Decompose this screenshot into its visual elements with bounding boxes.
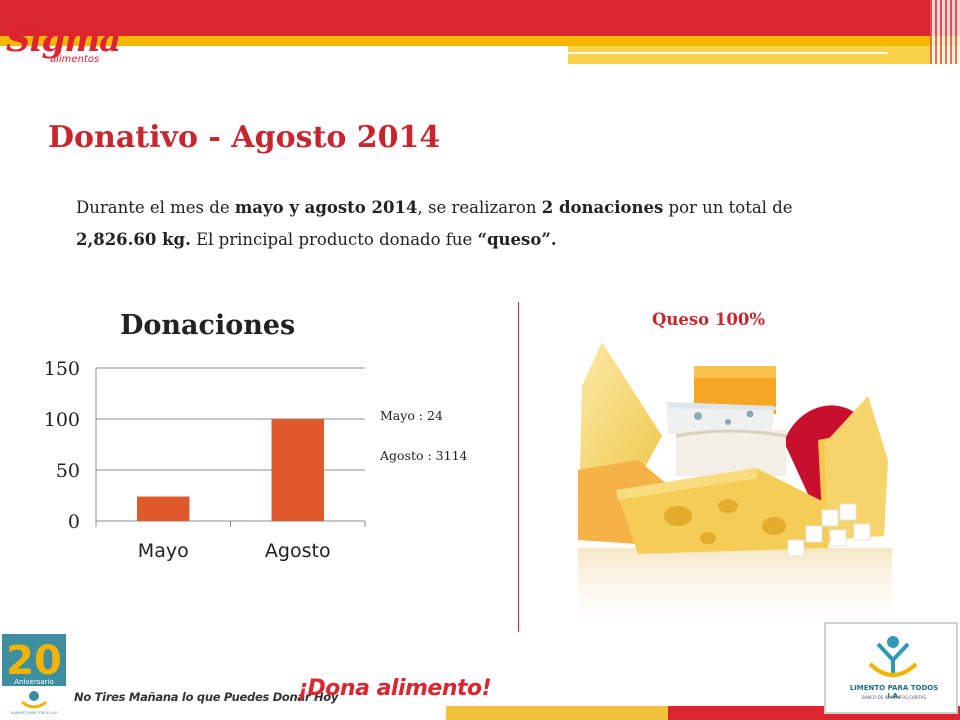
note-mayo: Mayo : 24 [380, 408, 443, 423]
partner-logo: LIMENTO PARA TODOS I.A. BANCO DE ALIMENT… [824, 622, 958, 714]
intro-bold-product: “queso”. [477, 230, 557, 249]
badge-number: 20 [6, 638, 62, 684]
footer-slogan: No Tires Mañana lo que Puedes Donar Hoy [74, 690, 339, 704]
badge-caption: Aniversario [14, 678, 54, 686]
header-yellow-accent [568, 46, 960, 64]
intro-text-1: Durante el mes de [76, 198, 235, 217]
page-title: Donativo - Agosto 2014 [48, 120, 441, 155]
partner-subtitle: BANCO DE ALIMENTOS CARITAS [862, 695, 926, 700]
dona-alimento-logo: ¡Dona alimento! [298, 676, 492, 701]
bar-mayo [137, 496, 190, 521]
header-divider-line [568, 52, 888, 54]
intro-bold-months: mayo y agosto 2014 [234, 198, 418, 217]
anniversary-badge: 20 Aniversario ALIMENTO PARA TODOS I.A.P… [0, 632, 68, 720]
partner-figure-icon [868, 636, 918, 677]
intro-bold-count: 2 donaciones [541, 198, 664, 217]
logo-subtitle: alimentos [50, 54, 100, 65]
y-tick-label: 50 [56, 460, 80, 482]
y-tick-label: 100 [44, 409, 80, 431]
x-category-label: Agosto [265, 540, 331, 562]
bar-agosto [271, 419, 324, 521]
y-tick-label: 0 [68, 511, 80, 533]
pie-label: Queso 100% [652, 310, 766, 329]
sigma-logo: Sigma alimentos [6, 20, 121, 70]
logo-word: Sigma [6, 20, 121, 60]
header-yellow-bar [0, 36, 960, 46]
y-tick-label: 150 [44, 358, 80, 380]
cheese-image [578, 342, 892, 640]
header-stripes [930, 0, 960, 64]
intro-text-2: , se realizaron [417, 198, 542, 217]
badge-sub: ALIMENTO PARA TODOS I.A.P. [11, 711, 58, 715]
note-agosto: Agosto : 3114 [380, 448, 468, 463]
footer-yellow-stripe [446, 706, 668, 720]
x-category-label: Mayo [138, 540, 189, 562]
bar-chart: 0 50 100 150 Mayo Agosto [44, 358, 366, 562]
header-red-bar [0, 0, 960, 36]
intro-text-3: por un total de [663, 198, 793, 217]
chart-title: Donaciones [120, 310, 296, 341]
intro-bold-weight: 2,826.60 kg. [76, 230, 191, 249]
intro-text-4: El principal producto donado fue [190, 230, 478, 249]
partner-name: LIMENTO PARA TODOS I.A. [849, 684, 939, 700]
intro-paragraph: Durante el mes de mayo y agosto 2014, se… [76, 192, 906, 256]
vertical-divider [518, 302, 519, 632]
